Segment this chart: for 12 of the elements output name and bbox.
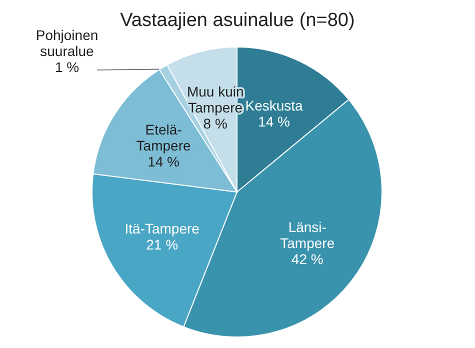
data-label: 42 % bbox=[291, 251, 324, 268]
slice-label: Etelä-Tampere bbox=[136, 121, 191, 154]
slice-label: Itä-Tampere bbox=[124, 220, 200, 236]
chart-title: Vastaajien asuinalue (n=80) bbox=[120, 10, 355, 31]
data-label: 14 % bbox=[148, 153, 180, 170]
data-label: 8 % bbox=[203, 116, 228, 132]
data-label: 14 % bbox=[258, 113, 290, 130]
slice-label: Länsi-Tampere bbox=[280, 219, 335, 252]
slice-label: Keskusta bbox=[245, 97, 304, 114]
slice-label: Pohjoinen suuralue bbox=[36, 27, 98, 59]
data-label: 1 % bbox=[54, 59, 80, 75]
data-label: 21 % bbox=[146, 236, 178, 252]
